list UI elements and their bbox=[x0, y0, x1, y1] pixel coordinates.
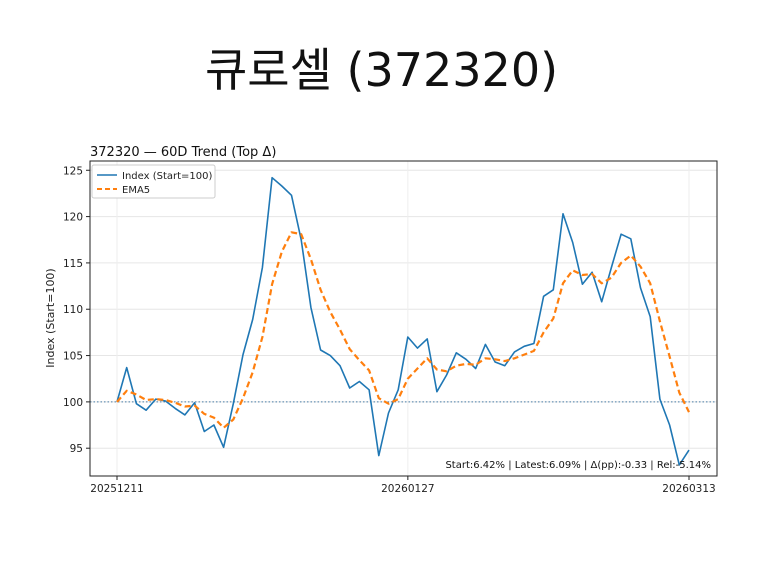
x-tick-label: 20251211 bbox=[90, 483, 143, 495]
y-tick-label: 110 bbox=[63, 304, 83, 316]
x-tick-label: 20260313 bbox=[662, 483, 715, 495]
series-group bbox=[116, 176, 690, 466]
legend-label-index: Index (Start=100) bbox=[122, 171, 213, 182]
plot-frame bbox=[89, 160, 718, 477]
y-tick-label: 95 bbox=[70, 443, 83, 455]
y-tick-label: 120 bbox=[63, 212, 83, 224]
y-tick-label: 105 bbox=[63, 351, 83, 363]
y-axis-title: Index (Start=100) bbox=[44, 268, 57, 367]
series-line-index bbox=[116, 176, 690, 466]
y-tick-label: 125 bbox=[63, 165, 83, 177]
legend-label-ema: EMA5 bbox=[122, 185, 150, 196]
grid bbox=[90, 161, 717, 476]
x-axis: 20251211 20260127 20260313 bbox=[90, 476, 716, 495]
legend-box bbox=[91, 164, 216, 199]
y-tick-label: 100 bbox=[63, 397, 83, 409]
stats-annotation: Start:6.42% | Latest:6.09% | Δ(pp):-0.33… bbox=[445, 460, 711, 471]
series-line-ema5 bbox=[116, 231, 690, 429]
legend: Index (Start=100) EMA5 bbox=[91, 164, 216, 199]
x-tick-label: 20260127 bbox=[381, 483, 434, 495]
chart-title: 372320 — 60D Trend (Top Δ) bbox=[90, 145, 276, 160]
y-axis: 95 100 105 110 115 120 125 bbox=[63, 165, 90, 455]
slide-title: 큐로셀 (372320) bbox=[204, 43, 559, 97]
y-tick-label: 115 bbox=[63, 258, 83, 270]
